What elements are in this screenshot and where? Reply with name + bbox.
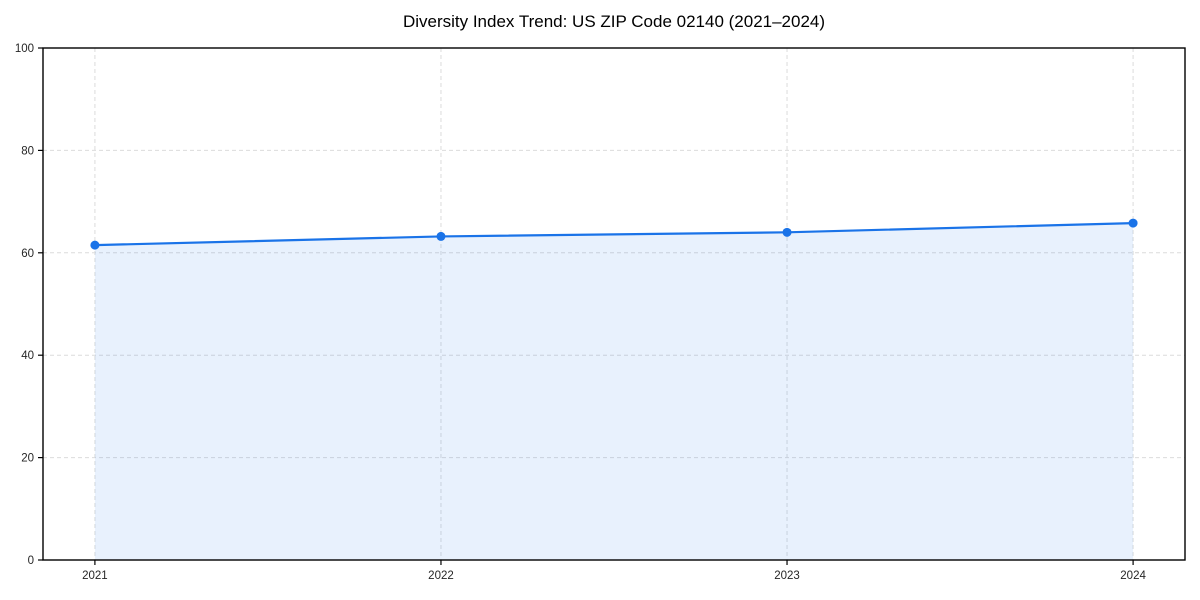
gridlines: [43, 48, 1185, 560]
y-tick-label: 100: [15, 43, 34, 55]
y-tick-label: 40: [21, 350, 34, 362]
x-tick-label: 2021: [82, 570, 108, 582]
y-tick-label: 0: [28, 555, 34, 567]
trend-line: [93, 222, 1135, 247]
data-point: [436, 231, 446, 241]
x-tick-label: 2023: [774, 570, 800, 582]
axis-labels: 0 20 40 60 80 100 2021 2022 2023 2024: [15, 43, 1147, 582]
data-point: [782, 227, 792, 237]
data-point: [1128, 218, 1138, 228]
y-tick-label: 80: [21, 145, 34, 157]
y-tick-label: 60: [21, 248, 34, 260]
data-point: [90, 240, 100, 250]
chart-title: Diversity Index Trend: US ZIP Code 02140…: [402, 12, 826, 31]
area-fill: [94, 223, 1134, 560]
y-tick-label: 20: [21, 453, 34, 465]
x-tick-label: 2022: [428, 570, 454, 582]
axis-box: [42, 47, 1186, 561]
axis-ticks: [38, 47, 1134, 565]
x-tick-label: 2024: [1120, 570, 1146, 582]
